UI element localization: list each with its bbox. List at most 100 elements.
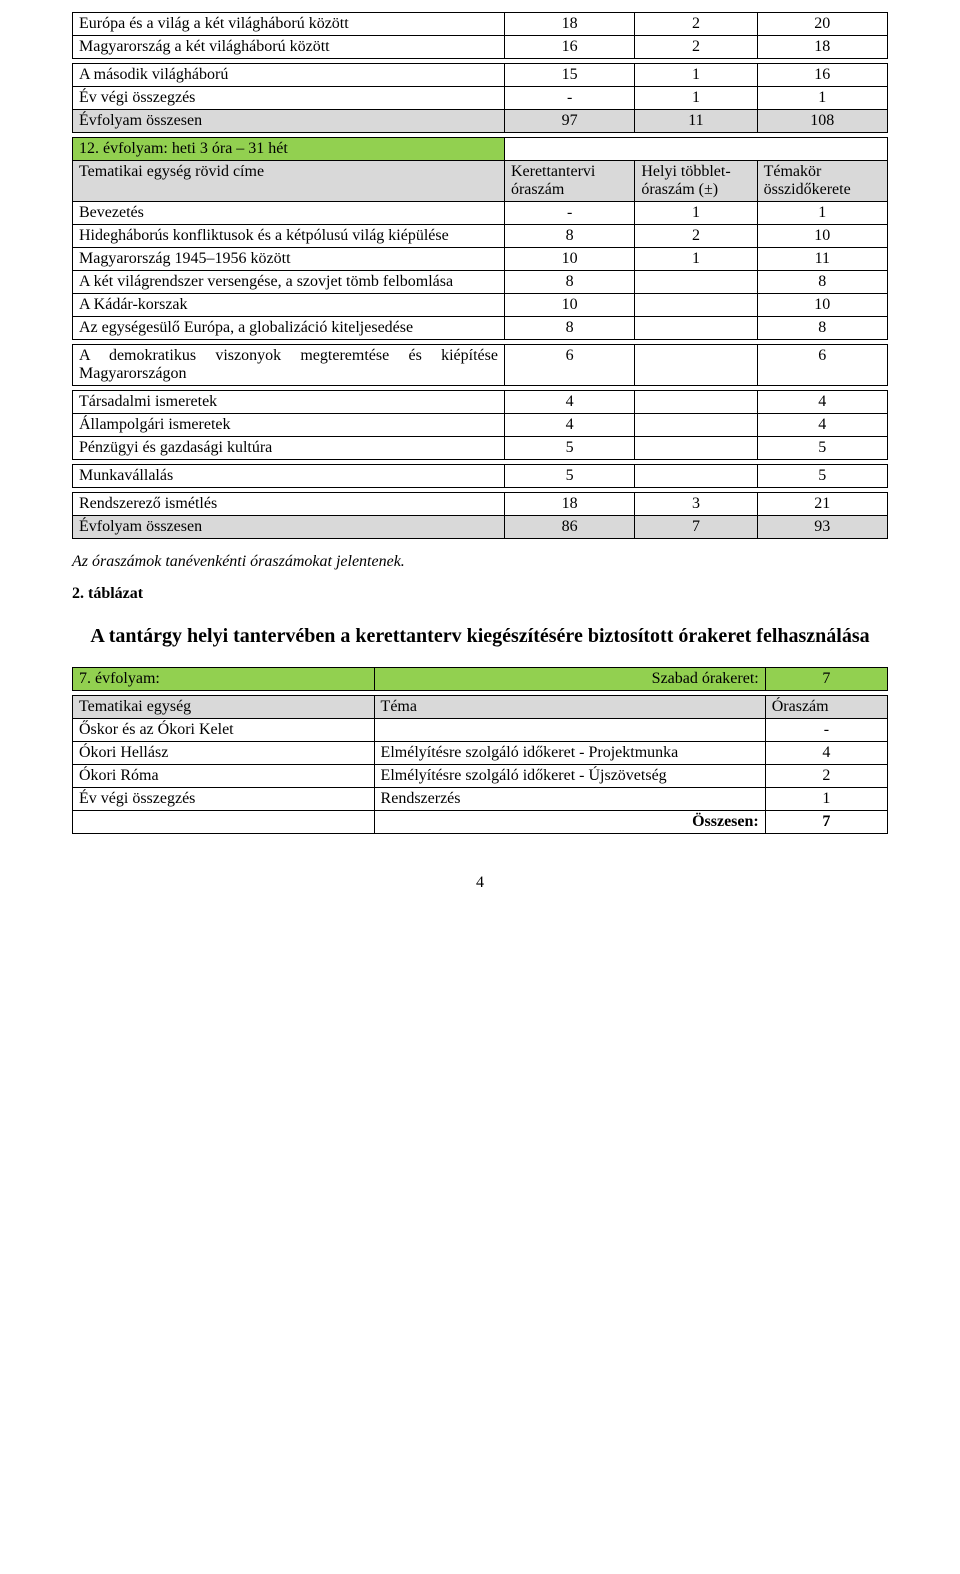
row-value: 10 [504, 248, 634, 271]
table-row: Magyarország a két világháború között162… [73, 36, 888, 59]
table-row: Állampolgári ismeretek44 [73, 414, 888, 437]
table-row: Ókori RómaElmélyítésre szolgáló időkeret… [73, 765, 888, 788]
table-row: Hidegháborús konfliktusok és a kétpólusú… [73, 225, 888, 248]
row-value: 15 [504, 64, 634, 87]
table-row: Ókori HellászElmélyítésre szolgáló időke… [73, 742, 888, 765]
row-value: 5 [504, 437, 634, 460]
row-value: 10 [504, 294, 634, 317]
row-value [635, 294, 757, 317]
row-value: 2 [635, 13, 757, 36]
row-value [635, 391, 757, 414]
table-row: Évfolyam összesen86793 [73, 516, 888, 539]
row-label: Ókori Róma [73, 765, 375, 788]
row-value: 16 [504, 36, 634, 59]
page-number: 4 [72, 874, 888, 892]
row-value: 3 [635, 493, 757, 516]
grade7-label: 7. évfolyam: [73, 668, 375, 691]
row-topic: Rendszerzés [374, 788, 765, 811]
table-row: Pénzügyi és gazdasági kultúra55 [73, 437, 888, 460]
row-value: 1 [635, 248, 757, 271]
table-social: Társadalmi ismeretek44Állampolgári ismer… [72, 390, 888, 460]
row-topic: Elmélyítésre szolgáló időkeret - Projekt… [374, 742, 765, 765]
row-value: 5 [757, 437, 887, 460]
grade7-green-row: 7. évfolyam: Szabad órakeret: 7 [73, 668, 888, 691]
row-value: 97 [504, 110, 634, 133]
row-value: 8 [504, 271, 634, 294]
row-value: 4 [504, 391, 634, 414]
row-label: A második világháború [73, 64, 505, 87]
row-value: 21 [757, 493, 887, 516]
grade7-free-label: Szabad órakeret: [374, 668, 765, 691]
row-value [635, 465, 757, 488]
row-value: 1 [635, 64, 757, 87]
row-label: Társadalmi ismeretek [73, 391, 505, 414]
table-row: A Kádár-korszak1010 [73, 294, 888, 317]
row-value: 1 [757, 202, 887, 225]
table-euro-magyar: Európa és a világ a két világháború közö… [72, 12, 888, 59]
row-value: 18 [757, 36, 887, 59]
row-value: 10 [757, 294, 887, 317]
col-temakor: Témakör összidőkerete [757, 161, 887, 202]
row-label [73, 811, 375, 834]
table-row: Őskor és az Ókori Kelet- [73, 719, 888, 742]
row-value: 8 [504, 317, 634, 340]
row-value: - [504, 202, 634, 225]
table-row: Társadalmi ismeretek44 [73, 391, 888, 414]
row-hours: 2 [765, 765, 887, 788]
grade12-label: 12. évfolyam: heti 3 óra – 31 hét [73, 138, 505, 161]
row-label: Évfolyam összesen [73, 110, 505, 133]
row-label: Hidegháborús konfliktusok és a kétpólusú… [73, 225, 505, 248]
section-title: A tantárgy helyi tantervében a kerettant… [72, 623, 888, 649]
row-value: 11 [635, 110, 757, 133]
table-democratic: A demokratikus viszonyok megteremtése és… [72, 344, 888, 386]
table-grade12: 12. évfolyam: heti 3 óra – 31 hét Temati… [72, 137, 888, 340]
table-row: Évfolyam összesen9711108 [73, 110, 888, 133]
row-value: 4 [504, 414, 634, 437]
table-year-summary: A második világháború15116Év végi összeg… [72, 63, 888, 133]
row-label: Őskor és az Ókori Kelet [73, 719, 375, 742]
row-value: 1 [635, 202, 757, 225]
row-value: 10 [757, 225, 887, 248]
row-label: Magyarország 1945–1956 között [73, 248, 505, 271]
row-value [635, 271, 757, 294]
row-label: Állampolgári ismeretek [73, 414, 505, 437]
row-value: 6 [504, 345, 634, 386]
row-value: 8 [757, 317, 887, 340]
col-helyi: Helyi többlet-óraszám (±) [635, 161, 757, 202]
row-label: Ókori Hellász [73, 742, 375, 765]
section-number: 2. táblázat [72, 585, 888, 603]
row-hours: 4 [765, 742, 887, 765]
row-value: 5 [757, 465, 887, 488]
grade12-green-row: 12. évfolyam: heti 3 óra – 31 hét [73, 138, 888, 161]
table-row: Összesen:7 [73, 811, 888, 834]
row-value: 1 [635, 87, 757, 110]
row-value: 4 [757, 414, 887, 437]
table-row: Európa és a világ a két világháború közö… [73, 13, 888, 36]
row-value: 1 [757, 87, 887, 110]
document-page: Európa és a világ a két világháború közö… [0, 0, 960, 932]
row-label: A Kádár-korszak [73, 294, 505, 317]
row-topic: Összesen: [374, 811, 765, 834]
table-row: Magyarország 1945–1956 között10111 [73, 248, 888, 271]
row-label: A demokratikus viszonyok megteremtése és… [73, 345, 505, 386]
row-topic: Elmélyítésre szolgáló időkeret - Újszöve… [374, 765, 765, 788]
row-value: 2 [635, 36, 757, 59]
row-value [635, 437, 757, 460]
row-value: 86 [504, 516, 634, 539]
table-summary2: Rendszerező ismétlés18321Évfolyam összes… [72, 492, 888, 539]
row-label: Rendszerező ismétlés [73, 493, 505, 516]
table-row: Az egységesülő Európa, a globalizáció ki… [73, 317, 888, 340]
row-label: A két világrendszer versengése, a szovje… [73, 271, 505, 294]
row-label: Évfolyam összesen [73, 516, 505, 539]
col-tematikai: Tematikai egység [73, 696, 375, 719]
col-kerettantervi: Kerettantervi óraszám [504, 161, 634, 202]
row-label: Európa és a világ a két világháború közö… [73, 13, 505, 36]
row-value: - [504, 87, 634, 110]
table-grade7-topics: Tematikai egység Téma Óraszám Őskor és a… [72, 695, 888, 834]
row-label: Bevezetés [73, 202, 505, 225]
row-label: Pénzügyi és gazdasági kultúra [73, 437, 505, 460]
row-value: 8 [504, 225, 634, 248]
grade7-free-value: 7 [765, 668, 887, 691]
table-row: A két világrendszer versengése, a szovje… [73, 271, 888, 294]
grade7-topics-header: Tematikai egység Téma Óraszám [73, 696, 888, 719]
